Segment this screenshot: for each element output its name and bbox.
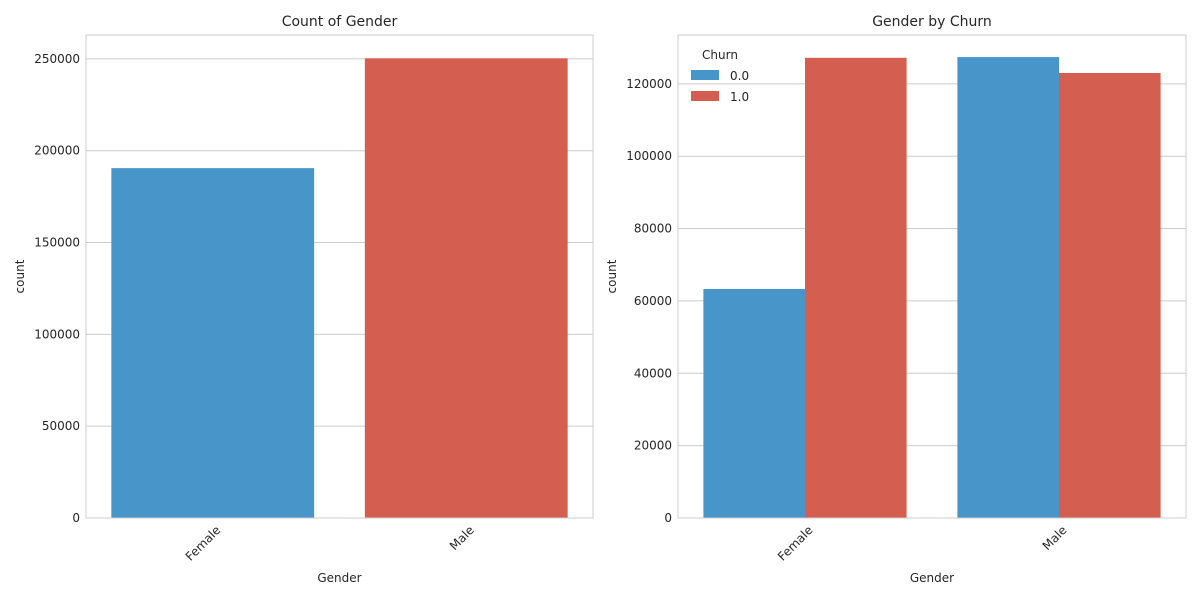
x-axis-label: Gender (317, 571, 361, 585)
legend-label: 1.0 (730, 90, 749, 104)
gender-by-churn-chart: 0 20000 40000 60000 80000 100000 120000 Female… (605, 14, 1187, 585)
legend-swatch (691, 70, 719, 80)
x-tick-labels: Female Male (183, 523, 477, 564)
y-tick-label: 250000 (34, 52, 80, 66)
plot-frame (677, 34, 1187, 519)
legend-label: 0.0 (730, 69, 749, 83)
y-tick-label: 120000 (626, 77, 672, 91)
bar-male (364, 58, 568, 518)
x-tick-label: Male (447, 523, 477, 553)
legend-title: Churn (702, 48, 738, 62)
y-tick-label: 150000 (34, 236, 80, 250)
y-tick-label: 80000 (634, 222, 672, 236)
y-tick-label: 200000 (34, 144, 80, 158)
legend-swatch (691, 91, 719, 101)
plot-frame (85, 34, 594, 519)
bars (111, 58, 568, 518)
count-of-gender-chart: 0 50000 100000 150000 200000 250000 Female Mal… (13, 14, 594, 585)
y-tick-label: 60000 (634, 294, 672, 308)
y-tick-label: 20000 (634, 439, 672, 453)
x-tick-label: Male (1040, 523, 1070, 553)
y-tick-label: 0 (664, 511, 672, 525)
bars (703, 57, 1161, 518)
bar-female (111, 168, 315, 518)
x-tick-label: Female (775, 523, 816, 564)
y-axis-label: count (605, 259, 619, 293)
y-axis-label: count (13, 259, 27, 293)
y-tick-labels: 0 50000 100000 150000 200000 250000 (34, 52, 80, 525)
y-tick-label: 50000 (42, 419, 80, 433)
legend-items: 0.0 1.0 (691, 69, 749, 104)
legend: Churn 0.0 1.0 (691, 48, 749, 104)
bar-male-churn-1.0 (1059, 72, 1161, 518)
y-tick-label: 40000 (634, 366, 672, 380)
chart-title: Gender by Churn (872, 14, 992, 30)
x-tick-label: Female (183, 523, 224, 564)
y-tick-labels: 0 20000 40000 60000 80000 100000 120000 (626, 77, 672, 525)
bar-female-churn-0.0 (703, 288, 805, 518)
x-axis-label: Gender (910, 571, 954, 585)
chart-title: Count of Gender (282, 14, 398, 30)
bar-male-churn-0.0 (957, 57, 1059, 518)
y-tick-label: 100000 (626, 149, 672, 163)
y-tick-label: 0 (72, 511, 80, 525)
bar-female-churn-1.0 (805, 57, 907, 518)
y-tick-label: 100000 (34, 327, 80, 341)
x-tick-labels: Female Male (775, 523, 1070, 564)
